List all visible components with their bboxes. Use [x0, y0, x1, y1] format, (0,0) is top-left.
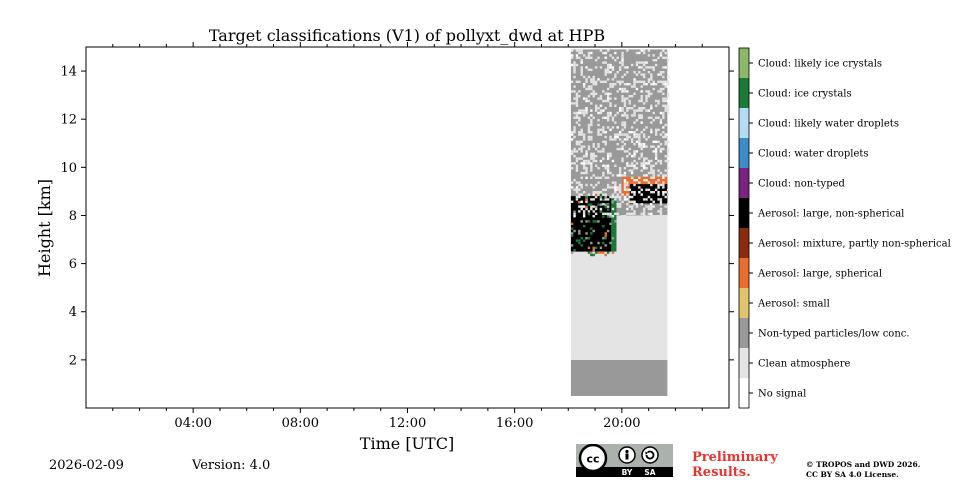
y-tick-label: 4	[69, 305, 77, 320]
y-tick-label: 12	[60, 113, 77, 128]
colorbar-label: Cloud: likely water droplets	[758, 119, 899, 130]
copyright-notice: © TROPOS and DWD 2026. CC BY SA 4.0 Lice…	[806, 460, 920, 480]
colorbar-segment	[739, 168, 749, 198]
colorbar-segment	[739, 138, 749, 168]
x-tick-label: 08:00	[282, 416, 319, 431]
preliminary-line-1: Preliminary	[692, 450, 778, 465]
colorbar-label: No signal	[758, 389, 806, 400]
x-tick-label: 04:00	[174, 416, 211, 431]
colorbar-label: Cloud: water droplets	[758, 149, 869, 160]
colorbar-segment	[739, 78, 749, 108]
colorbar-segment	[739, 108, 749, 138]
cc-icon: cc	[586, 453, 599, 466]
chart-title: Target classifications (V1) of pollyxt_d…	[209, 26, 605, 45]
colorbar-label: Cloud: non-typed	[758, 179, 846, 190]
date-label: 2026-02-09	[49, 458, 124, 473]
y-tick-label: 2	[69, 353, 77, 368]
x-tick-label: 12:00	[389, 416, 426, 431]
cc-by-text: BY	[622, 468, 633, 477]
copyright-line-1: © TROPOS and DWD 2026.	[806, 460, 921, 469]
copyright-line-2: CC BY SA 4.0 License.	[806, 470, 899, 479]
x-tick-label: 20:00	[603, 416, 640, 431]
y-axis-label: Height [km]	[35, 179, 54, 277]
heatmap-data	[570, 49, 670, 396]
x-tick-label: 16:00	[496, 416, 533, 431]
colorbar-segment	[739, 348, 749, 378]
heatmap-region-0	[570, 359, 668, 396]
version-label: Version: 4.0	[192, 458, 271, 473]
preliminary-line-2: Results.	[692, 465, 751, 480]
y-tick-label: 6	[69, 257, 77, 272]
colorbar-legend: Cloud: likely ice crystals Cloud: ice cry…	[738, 47, 951, 409]
heatmap-speckle	[570, 49, 670, 257]
colorbar-label: Clean atmosphere	[758, 359, 851, 370]
colorbar-segment	[739, 318, 749, 348]
preliminary-notice: Preliminary Results.	[692, 450, 778, 480]
colorbar-segment	[739, 228, 749, 258]
colorbar-segment	[739, 48, 749, 78]
colorbar-segment	[739, 288, 749, 318]
axes: 04:00 08:00 12:00 16:00 20:00 2 4 6 8 10 12 14	[60, 42, 734, 431]
cc-by-sa-logo: cc BY SA	[576, 444, 673, 477]
colorbar-segment	[739, 378, 749, 408]
sa-icon	[641, 446, 659, 464]
colorbar-label: Aerosol: mixture, partly non-spherical	[757, 239, 951, 250]
x-axis-label: Time [UTC]	[360, 434, 454, 453]
colorbar-label: Cloud: likely ice crystals	[758, 59, 882, 70]
colorbar-label: Aerosol: large, spherical	[757, 269, 882, 280]
colorbar-segment	[739, 258, 749, 288]
y-tick-label: 14	[60, 65, 77, 80]
y-tick-label: 10	[60, 161, 77, 176]
colorbar-label: Aerosol: large, non-spherical	[757, 209, 904, 220]
colorbar-label: Cloud: ice crystals	[758, 89, 852, 100]
colorbar-label: Non-typed particles/low conc.	[758, 329, 910, 340]
colorbar-segment	[739, 198, 749, 228]
y-tick-label: 8	[69, 209, 77, 224]
colorbar-label: Aerosol: small	[757, 299, 830, 310]
cc-sa-text: SA	[644, 468, 655, 477]
